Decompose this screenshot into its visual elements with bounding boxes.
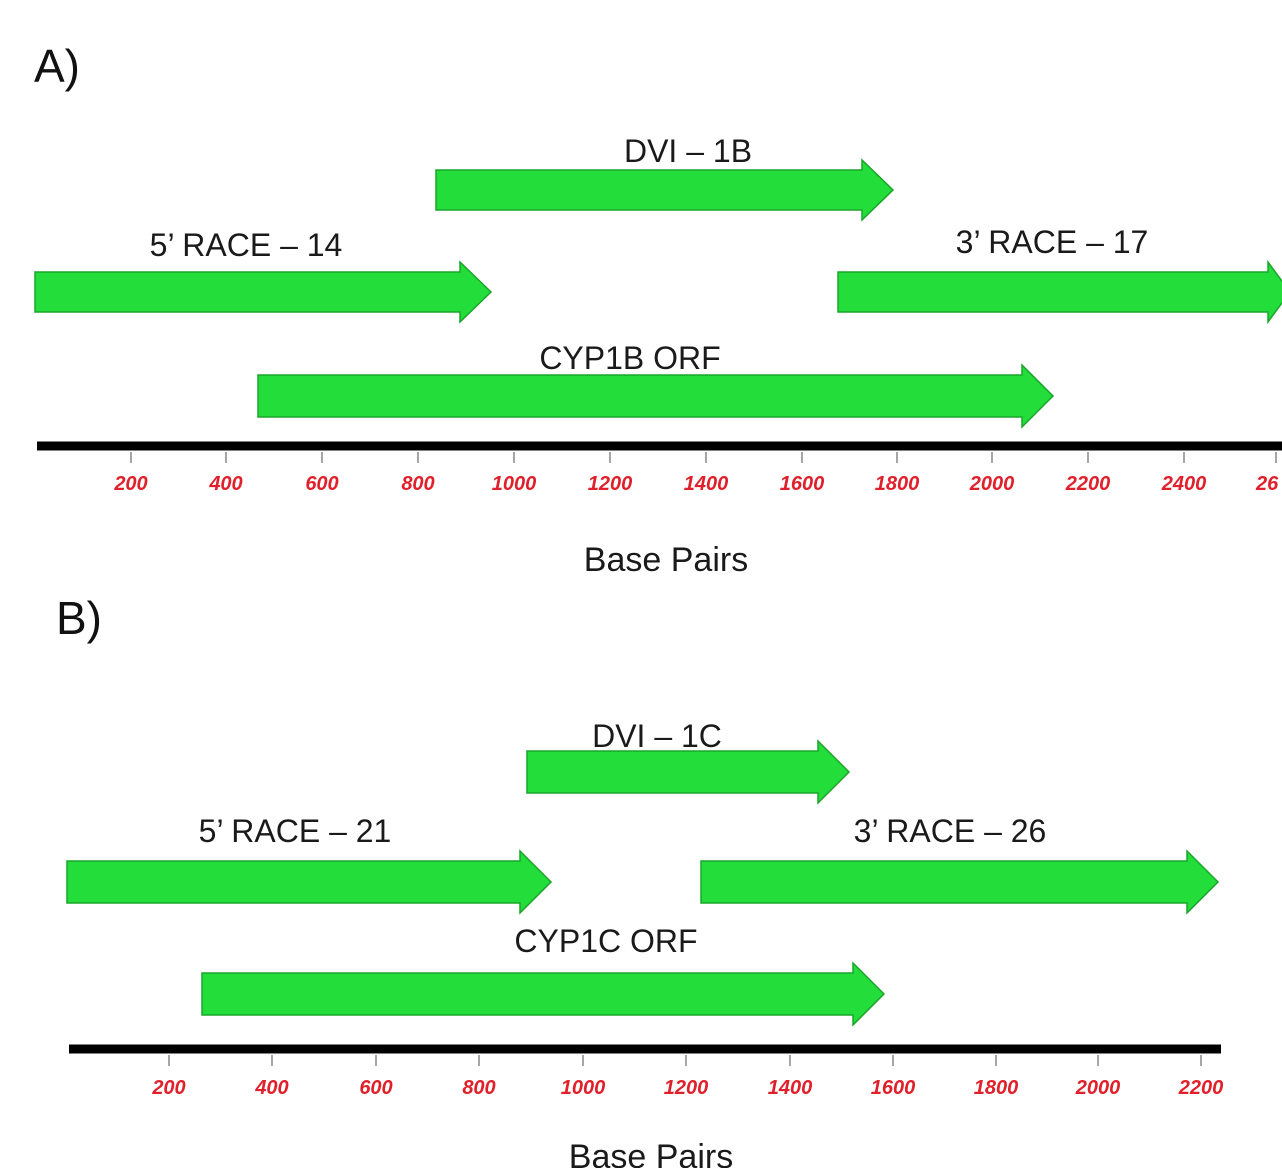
panel-a-tick-label: 1600 [780,473,825,495]
arrow-5-race-21: 5’ RACE – 21 [66,813,553,915]
arrow-5-race-14-shape [34,260,493,324]
arrow-cyp1c-orf-label: CYP1C ORF [514,923,697,959]
arrow-3-race-17-shape [837,259,1282,325]
arrow-3-race-17: 3’ RACE – 17 [837,224,1282,325]
panel-a-tick-label: 600 [305,473,338,495]
arrow-dvi-1b-label: DVI – 1B [624,133,752,169]
panel-a-axis-title: Base Pairs [584,541,748,579]
arrow-5-race-14-label: 5’ RACE – 14 [150,227,343,263]
panel-a-tick-label: 26 [1255,473,1279,495]
panel-a-tick-label: 1800 [875,473,920,495]
panel-a-tick-label: 200 [113,473,147,495]
arrow-dvi-1b: DVI – 1B [435,133,895,222]
arrow-dvi-1c-shape [526,739,851,805]
panel-a-tick-label: 2400 [1161,473,1207,495]
panel-a-tick-label: 2000 [969,473,1015,495]
arrow-5-race-21-shape [66,849,553,915]
panel-b-tick-label: 400 [254,1077,288,1099]
panel-b-tick-label: 2000 [1075,1077,1121,1099]
panel-b-tick-label: 1400 [768,1077,813,1099]
arrow-5-race-21-label: 5’ RACE – 21 [199,813,392,849]
arrow-3-race-26-label: 3’ RACE – 26 [854,813,1047,849]
panel-a-ticks [130,452,1277,463]
arrow-dvi-1c-label: DVI – 1C [592,718,722,754]
panel-a-tick-label: 2200 [1065,473,1111,495]
panel-a-tick-label: 400 [208,473,242,495]
panel-b-tick-label: 1200 [664,1077,709,1099]
panel-b: B) DVI – 1C 5’ RACE – 21 3’ RACE – 26 CY… [56,592,1223,1173]
panel-a-tick-labels: 200 400 600 800 1000 1200 1400 1600 1800… [113,473,1279,495]
panel-a-tick-label: 800 [401,473,434,495]
arrow-cyp1c-orf: CYP1C ORF [201,923,886,1027]
panel-a-tick-label: 1400 [684,473,729,495]
arrow-dvi-1b-shape [435,158,895,222]
panel-b-axis-title: Base Pairs [569,1138,733,1168]
panel-b-tick-label: 600 [359,1077,392,1099]
arrow-3-race-17-label: 3’ RACE – 17 [956,224,1149,260]
panel-b-tick-label: 1800 [974,1077,1019,1099]
panel-b-ticks [168,1055,1202,1066]
arrow-cyp1b-orf-shape [257,363,1055,429]
panel-b-tick-label: 200 [151,1077,185,1099]
panel-a: A) DVI – 1B 5’ RACE – 14 3’ RACE – 17 CY… [34,40,1282,579]
panel-a-tick-label: 1000 [492,473,537,495]
panel-a-tick-label: 1200 [588,473,633,495]
arrow-3-race-26-shape [700,849,1220,915]
panel-b-tick-labels: 200 400 600 800 1000 1200 1400 1600 1800… [151,1077,1223,1099]
arrow-dvi-1c: DVI – 1C [526,718,851,805]
arrow-5-race-14: 5’ RACE – 14 [34,227,493,324]
panel-b-tick-label: 1600 [871,1077,916,1099]
arrow-cyp1b-orf-label: CYP1B ORF [539,340,720,376]
panel-b-tick-label: 1000 [561,1077,606,1099]
panel-b-label: B) [56,592,102,644]
arrow-cyp1c-orf-shape [201,961,886,1027]
panel-a-label: A) [34,40,80,92]
arrow-cyp1b-orf: CYP1B ORF [257,340,1055,429]
panel-b-tick-label: 800 [462,1077,495,1099]
panel-b-tick-label: 2200 [1178,1077,1224,1099]
arrow-3-race-26: 3’ RACE – 26 [700,813,1220,915]
